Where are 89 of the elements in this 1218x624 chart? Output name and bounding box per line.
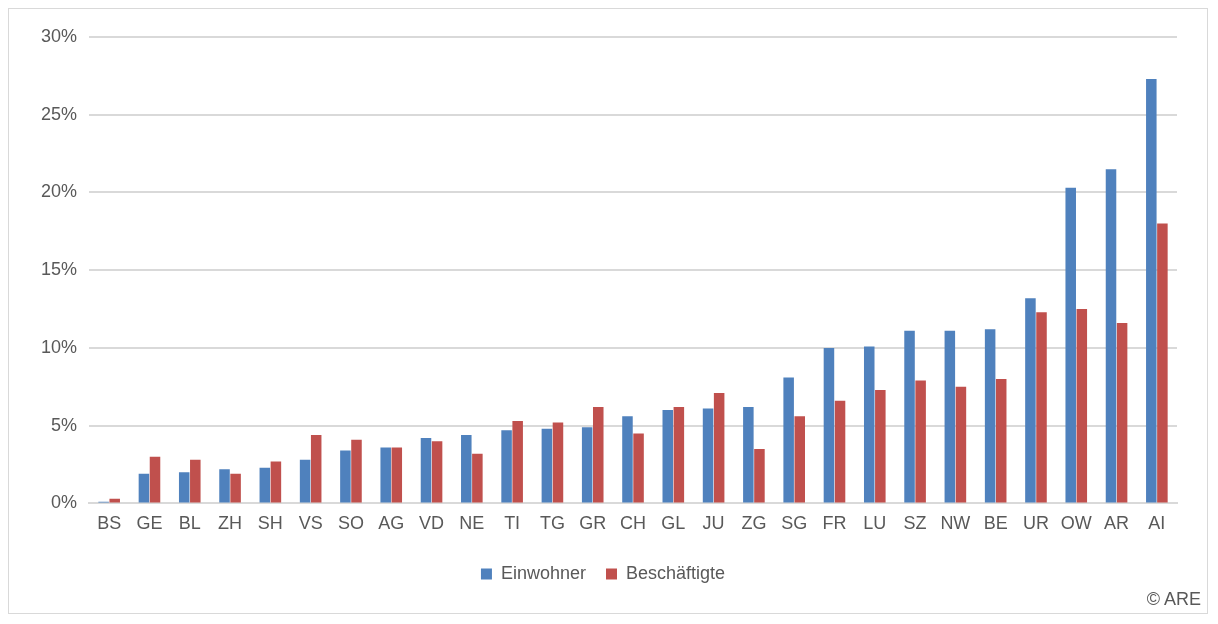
x-tick-label: ZG: [741, 513, 767, 534]
bar: [1036, 312, 1047, 503]
x-tick-label: AI: [1148, 513, 1166, 534]
bar: [230, 473, 241, 503]
x-tick-label: FR: [822, 513, 847, 534]
y-tick-label: 5%: [51, 414, 78, 435]
bar: [904, 330, 915, 503]
bar: [552, 422, 564, 503]
bar: [875, 389, 886, 503]
x-tick-label: BL: [178, 513, 201, 534]
x-tick-label: AG: [378, 513, 405, 534]
x-tick-label: SH: [257, 513, 283, 534]
bar: [1146, 78, 1157, 503]
bar: [662, 410, 674, 503]
y-tick-label: 30%: [41, 25, 78, 46]
x-tick-label: VS: [298, 513, 323, 534]
bar: [219, 469, 230, 503]
bar: [622, 416, 633, 503]
bar: [340, 450, 351, 503]
bar: [431, 441, 443, 503]
y-tick-label: 0%: [51, 492, 78, 513]
x-tick-label: LU: [863, 513, 887, 534]
bar: [673, 407, 685, 503]
x-tick-label: ZH: [218, 513, 243, 534]
bar: [1105, 169, 1117, 503]
x-tick-label: AR: [1104, 513, 1130, 534]
bar: [713, 393, 725, 503]
x-tick-label: TI: [504, 513, 521, 534]
bar: [944, 330, 956, 503]
x-tick-label: NW: [940, 513, 971, 534]
bar: [138, 473, 150, 503]
bar: [259, 467, 271, 503]
x-tick-label: UR: [1022, 513, 1049, 534]
x-tick-label: SZ: [903, 513, 927, 534]
bar: [1065, 187, 1076, 503]
bar: [380, 447, 391, 503]
bar: [823, 347, 835, 503]
bar: [633, 433, 644, 503]
bar: [743, 407, 754, 503]
y-tick-label: 10%: [41, 336, 78, 357]
x-tick-label: NE: [459, 513, 485, 534]
bar: [512, 421, 523, 503]
bar: [794, 416, 805, 503]
legend-label: Beschäftigte: [626, 562, 726, 583]
x-tick-label: SG: [781, 513, 808, 534]
legend-label: Einwohner: [500, 562, 587, 583]
bar: [1076, 309, 1088, 503]
bar: [581, 427, 593, 503]
bar: [501, 430, 512, 503]
x-tick-label: GL: [661, 513, 686, 534]
bar: [915, 380, 926, 503]
bar: [149, 456, 161, 503]
bar: [834, 400, 846, 503]
x-tick-label: SO: [337, 513, 364, 534]
x-tick-label: VD: [419, 513, 445, 534]
x-tick-label: JU: [702, 513, 725, 534]
bar: [391, 447, 403, 503]
bar: [351, 439, 362, 503]
bar: [420, 438, 432, 503]
x-tick-label: CH: [620, 513, 647, 534]
bar: [270, 461, 282, 503]
text: © ARE: [1146, 588, 1201, 609]
bar: [1116, 323, 1128, 503]
bar: [955, 386, 967, 503]
bar: [461, 435, 472, 503]
bar: [984, 329, 996, 503]
bar: [863, 346, 875, 503]
bar: [310, 435, 322, 503]
bar: [299, 459, 311, 503]
y-tick-label: 20%: [41, 181, 78, 202]
bar: [593, 407, 604, 503]
x-tick-label: GE: [136, 513, 163, 534]
bar: [190, 459, 201, 503]
bar: [1157, 223, 1168, 503]
x-tick-label: OW: [1060, 513, 1092, 534]
bar: [541, 428, 553, 503]
bar: [995, 379, 1007, 503]
bar: [178, 472, 190, 503]
bar: [702, 408, 714, 503]
x-tick-label: TG: [539, 513, 565, 534]
bar: [1025, 298, 1036, 503]
y-tick-label: 25%: [41, 103, 78, 124]
x-tick-label: BE: [983, 513, 1008, 534]
bar: [472, 453, 483, 503]
bar: [754, 448, 765, 503]
y-tick-label: 15%: [41, 259, 78, 280]
x-tick-label: GR: [579, 513, 607, 534]
bar: [783, 377, 794, 503]
x-tick-label: BS: [97, 513, 122, 534]
